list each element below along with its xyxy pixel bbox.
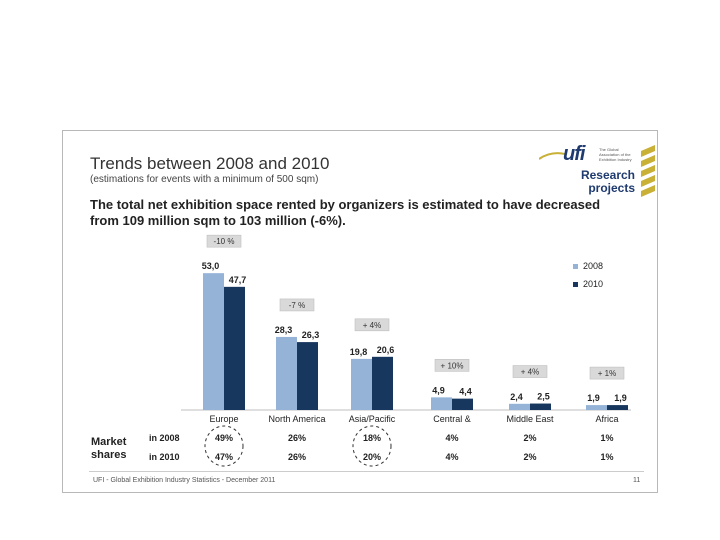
category-label-3: Central &: [433, 414, 471, 424]
logo-research-projects: Research projects: [561, 169, 635, 195]
value-label-2010-4: 2,5: [537, 392, 550, 402]
change-label-2: + 4%: [363, 321, 381, 330]
change-label-5: + 1%: [598, 369, 616, 378]
category-label-4: Middle East: [506, 414, 554, 424]
bar-2010-0: [224, 286, 245, 410]
category-label-1: North America: [268, 414, 325, 424]
value-label-2010-2: 20,6: [377, 345, 395, 355]
ufi-logo: ufi The Global Association of the Exhibi…: [539, 139, 659, 201]
value-label-2008-4: 2,4: [510, 392, 523, 402]
market-share-1-2: 20%: [363, 452, 381, 462]
market-share-0-4: 2%: [523, 433, 536, 443]
footer-text: UFI - Global Exhibition Industry Statist…: [93, 477, 276, 484]
market-shares-label-line1: Market: [91, 436, 127, 448]
bar-2010-2: [372, 356, 393, 410]
value-label-2008-1: 28,3: [275, 325, 293, 335]
value-label-2008-0: 53,0: [202, 261, 220, 271]
market-share-0-0: 49%: [215, 433, 233, 443]
page-number: 11: [633, 477, 641, 484]
market-share-year-1: in 2010: [149, 452, 180, 462]
highlight-ellipse-2: [352, 425, 392, 467]
slide-title: Trends between 2008 and 2010: [90, 154, 330, 173]
legend-swatch-1: [573, 282, 578, 287]
highlight-ellipse-0: [204, 425, 244, 467]
bar-2010-1: [297, 342, 318, 410]
change-badge-0: [206, 234, 242, 248]
change-badge-2: [354, 318, 390, 332]
change-badge-4: [512, 365, 548, 378]
slide-headline: The total net exhibition space rented by…: [90, 197, 601, 228]
logo-research-line2: projects: [588, 181, 635, 195]
bar-2010-5: [607, 405, 628, 410]
market-share-0-5: 1%: [600, 433, 613, 443]
bar-2008-1: [276, 336, 297, 410]
logo-stripes-icon: [641, 145, 655, 197]
market-share-1-0: 47%: [215, 452, 233, 462]
bar-2010-3: [452, 398, 473, 410]
market-share-1-3: 4%: [445, 452, 458, 462]
market-share-1-5: 1%: [600, 452, 613, 462]
bar-2008-3: [431, 397, 452, 410]
value-label-2010-1: 26,3: [302, 330, 320, 340]
logo-research-line1: Research: [580, 168, 635, 182]
legend-label-0: 2008: [583, 261, 603, 271]
value-label-2010-3: 4,4: [459, 387, 472, 397]
legend-swatch-0: [573, 264, 578, 269]
category-label-2: Asia/Pacific: [349, 414, 396, 424]
value-label-2010-0: 47,7: [229, 275, 247, 285]
market-share-0-1: 26%: [288, 433, 306, 443]
market-share-0-3: 4%: [445, 433, 458, 443]
market-share-1-1: 26%: [288, 452, 306, 462]
bar-chart: 53,0 47,7 -10 % Europe 49% 47% 28,3 26,3 -7 % Nor…: [91, 234, 631, 467]
change-label-4: + 4%: [521, 368, 539, 377]
logo-tagline: The Global Association of the Exhibition…: [599, 147, 632, 162]
bar-2008-4: [509, 403, 530, 410]
market-shares-label-line2: shares: [91, 449, 126, 461]
change-label-3: + 10%: [441, 361, 464, 370]
change-badge-1: [279, 298, 315, 312]
value-label-2008-2: 19,8: [350, 347, 368, 357]
logo-swoosh-icon: [539, 152, 565, 160]
change-badge-3: [434, 359, 470, 372]
slide-subtitle: (estimations for events with a minimum o…: [90, 174, 319, 185]
value-label-2008-5: 1,9: [587, 393, 600, 403]
slide: Trends between 2008 and 2010 (estimation…: [62, 130, 658, 493]
category-label-0: Europe: [209, 414, 238, 424]
market-share-0-2: 18%: [363, 433, 381, 443]
bar-2010-4: [530, 403, 551, 410]
value-label-2010-5: 1,9: [614, 393, 627, 403]
value-label-2008-3: 4,9: [432, 385, 445, 395]
change-label-0: -10 %: [214, 237, 235, 246]
bar-2008-5: [586, 405, 607, 410]
logo-brand: ufi: [563, 143, 585, 165]
footer-divider: [89, 471, 644, 472]
category-label-5: Africa: [595, 414, 618, 424]
legend-label-1: 2010: [583, 279, 603, 289]
market-share-year-0: in 2008: [149, 433, 180, 443]
change-badge-5: [589, 366, 625, 380]
change-label-1: -7 %: [289, 301, 305, 310]
bar-2008-2: [351, 358, 372, 410]
market-share-1-4: 2%: [523, 452, 536, 462]
bar-2008-0: [203, 273, 224, 410]
